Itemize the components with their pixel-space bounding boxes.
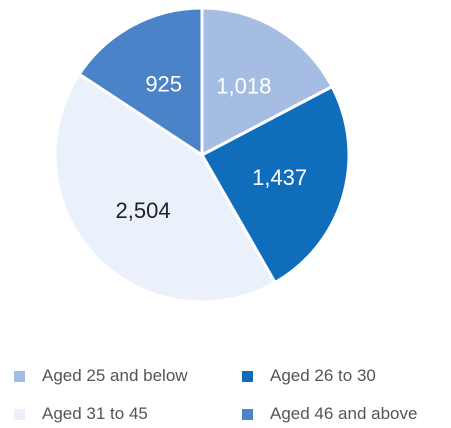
legend-swatch-aged-25-and-below (14, 370, 25, 382)
legend-swatch-aged-46-and-above (242, 408, 253, 420)
legend-label-aged-26-to-30: Aged 26 to 30 (270, 366, 376, 385)
slice-value-label-aged-26-to-30: 1,437 (252, 165, 307, 190)
legend-swatch-aged-31-to-45 (14, 408, 25, 420)
legend-item-aged-46-and-above: Aged 46 and above (242, 404, 417, 424)
legend-item-aged-26-to-30: Aged 26 to 30 (242, 366, 376, 386)
legend-label-aged-31-to-45: Aged 31 to 45 (42, 404, 148, 423)
legend-swatch-aged-26-to-30 (242, 370, 253, 382)
legend-item-aged-31-to-45: Aged 31 to 45 (14, 404, 148, 424)
pie-slice-aged-31-to-45 (53, 72, 277, 304)
pie-chart: 1,018 1,437 2,504 925 (53, 6, 351, 304)
slice-value-label-aged-46-and-above: 925 (145, 71, 182, 96)
slice-value-label-aged-31-to-45: 2,504 (116, 198, 171, 223)
slice-value-label-aged-25-and-below: 1,018 (216, 73, 271, 98)
pie-slice-aged-25-and-below (200, 6, 334, 157)
legend-label-aged-25-and-below: Aged 25 and below (42, 366, 188, 385)
legend-item-aged-25-and-below: Aged 25 and below (14, 366, 188, 386)
pie-slice-aged-26-to-30 (200, 85, 351, 285)
pie-slice-aged-46-and-above (77, 6, 204, 157)
legend-label-aged-46-and-above: Aged 46 and above (270, 404, 418, 423)
